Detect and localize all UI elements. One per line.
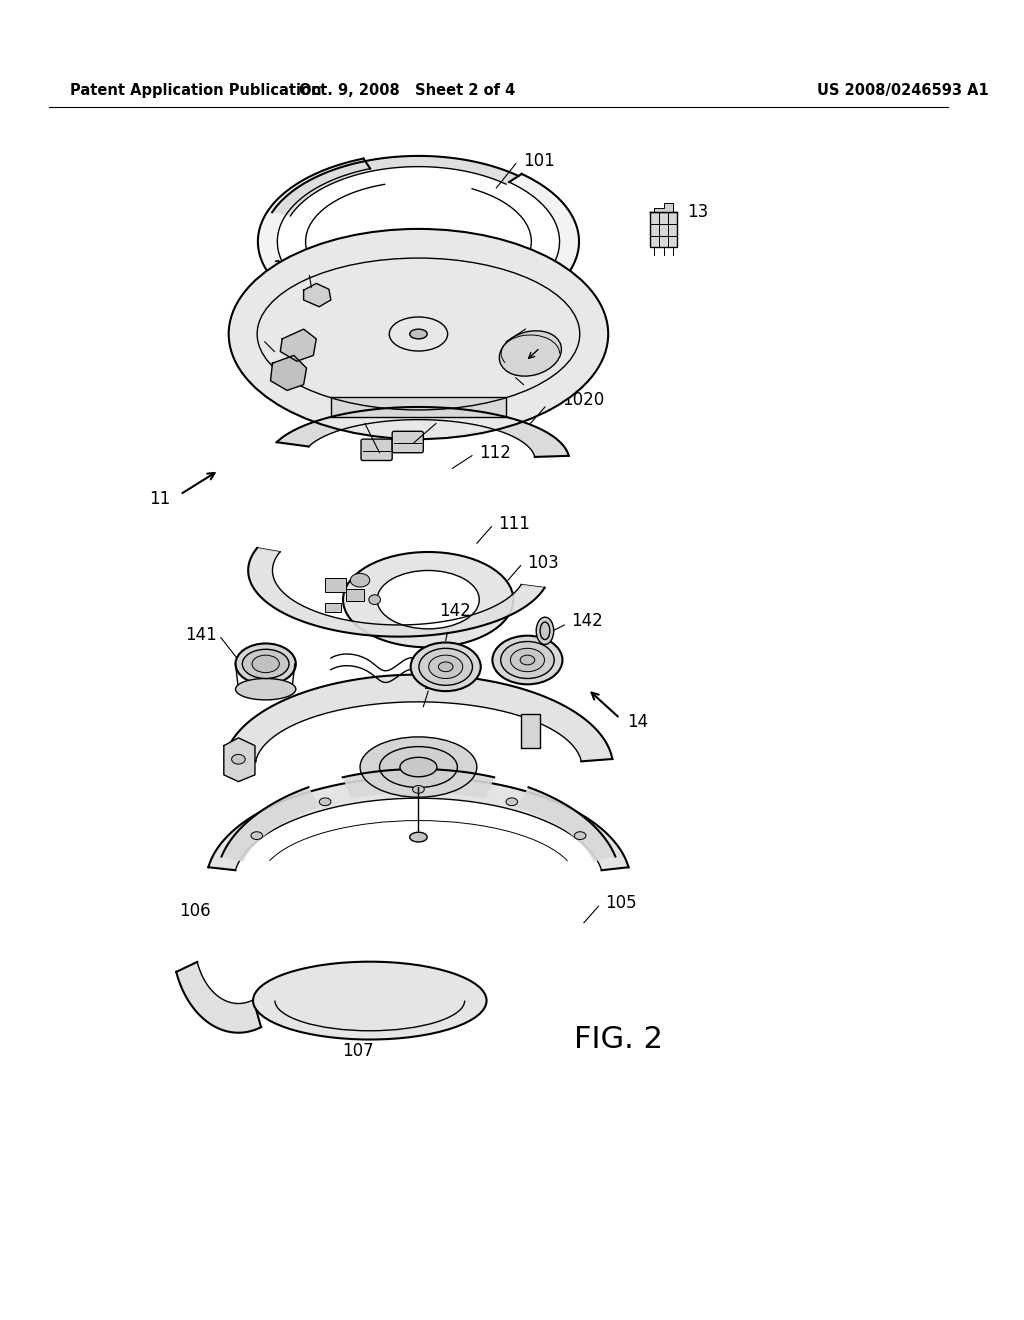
Text: 104: 104	[422, 676, 454, 693]
Text: 111: 111	[499, 515, 530, 533]
Ellipse shape	[410, 329, 427, 339]
Polygon shape	[221, 787, 321, 862]
Ellipse shape	[429, 655, 463, 678]
Ellipse shape	[360, 737, 477, 797]
Ellipse shape	[243, 649, 289, 678]
Text: 106: 106	[179, 902, 211, 920]
Text: 112: 112	[479, 444, 511, 462]
FancyBboxPatch shape	[392, 432, 423, 453]
Ellipse shape	[510, 648, 545, 672]
Text: 113: 113	[327, 408, 358, 426]
Ellipse shape	[537, 618, 554, 644]
Text: 108: 108	[529, 379, 561, 396]
Ellipse shape	[506, 797, 517, 805]
Polygon shape	[654, 203, 674, 213]
Ellipse shape	[236, 678, 296, 700]
Bar	[520, 714, 540, 747]
Polygon shape	[343, 770, 495, 799]
Ellipse shape	[540, 622, 550, 640]
Text: US 2008/0246593 A1: US 2008/0246593 A1	[817, 83, 989, 98]
Text: 103: 103	[527, 553, 559, 572]
Polygon shape	[258, 158, 579, 330]
Text: 108: 108	[272, 259, 304, 277]
Polygon shape	[276, 407, 568, 457]
Polygon shape	[516, 787, 615, 862]
Polygon shape	[650, 213, 677, 247]
Polygon shape	[176, 962, 261, 1032]
Ellipse shape	[228, 228, 608, 440]
Text: 142: 142	[571, 612, 603, 630]
Ellipse shape	[419, 648, 472, 685]
Text: 13: 13	[687, 203, 709, 222]
Ellipse shape	[411, 643, 480, 692]
Text: 107: 107	[342, 1043, 374, 1060]
Text: 102: 102	[530, 317, 562, 335]
Ellipse shape	[343, 552, 513, 647]
Ellipse shape	[493, 636, 562, 684]
Text: 105: 105	[605, 894, 637, 912]
Text: 1020: 1020	[562, 391, 605, 409]
Text: 14: 14	[627, 713, 648, 731]
Text: 141: 141	[185, 626, 217, 644]
Ellipse shape	[253, 962, 486, 1040]
Ellipse shape	[319, 797, 331, 805]
Polygon shape	[208, 776, 629, 870]
Text: 12: 12	[330, 252, 351, 271]
Text: 142: 142	[439, 602, 471, 620]
Ellipse shape	[350, 573, 370, 587]
Ellipse shape	[574, 832, 586, 840]
Ellipse shape	[400, 758, 437, 776]
Ellipse shape	[520, 655, 535, 665]
Ellipse shape	[438, 661, 453, 672]
Polygon shape	[304, 284, 331, 306]
Ellipse shape	[231, 755, 245, 764]
Text: 113: 113	[442, 411, 475, 429]
Ellipse shape	[410, 832, 427, 842]
Polygon shape	[272, 156, 518, 216]
Ellipse shape	[252, 655, 280, 673]
Text: Oct. 9, 2008   Sheet 2 of 4: Oct. 9, 2008 Sheet 2 of 4	[299, 83, 515, 98]
Ellipse shape	[369, 595, 381, 605]
Polygon shape	[331, 397, 506, 417]
Bar	[325, 603, 341, 612]
Bar	[325, 578, 346, 591]
Ellipse shape	[377, 570, 479, 628]
Ellipse shape	[500, 331, 561, 376]
Ellipse shape	[413, 785, 424, 793]
Text: 108: 108	[226, 330, 258, 348]
Polygon shape	[281, 329, 316, 362]
Text: 11: 11	[150, 491, 170, 508]
Polygon shape	[224, 738, 255, 781]
FancyBboxPatch shape	[361, 440, 392, 461]
Ellipse shape	[251, 832, 262, 840]
Text: FIG. 2: FIG. 2	[573, 1026, 663, 1055]
Ellipse shape	[380, 747, 458, 788]
Polygon shape	[224, 675, 612, 762]
Polygon shape	[270, 355, 306, 391]
Ellipse shape	[501, 642, 554, 678]
Ellipse shape	[236, 643, 296, 684]
Bar	[346, 589, 364, 601]
Polygon shape	[248, 548, 545, 636]
Text: 101: 101	[523, 152, 555, 170]
Text: Patent Application Publication: Patent Application Publication	[70, 83, 322, 98]
